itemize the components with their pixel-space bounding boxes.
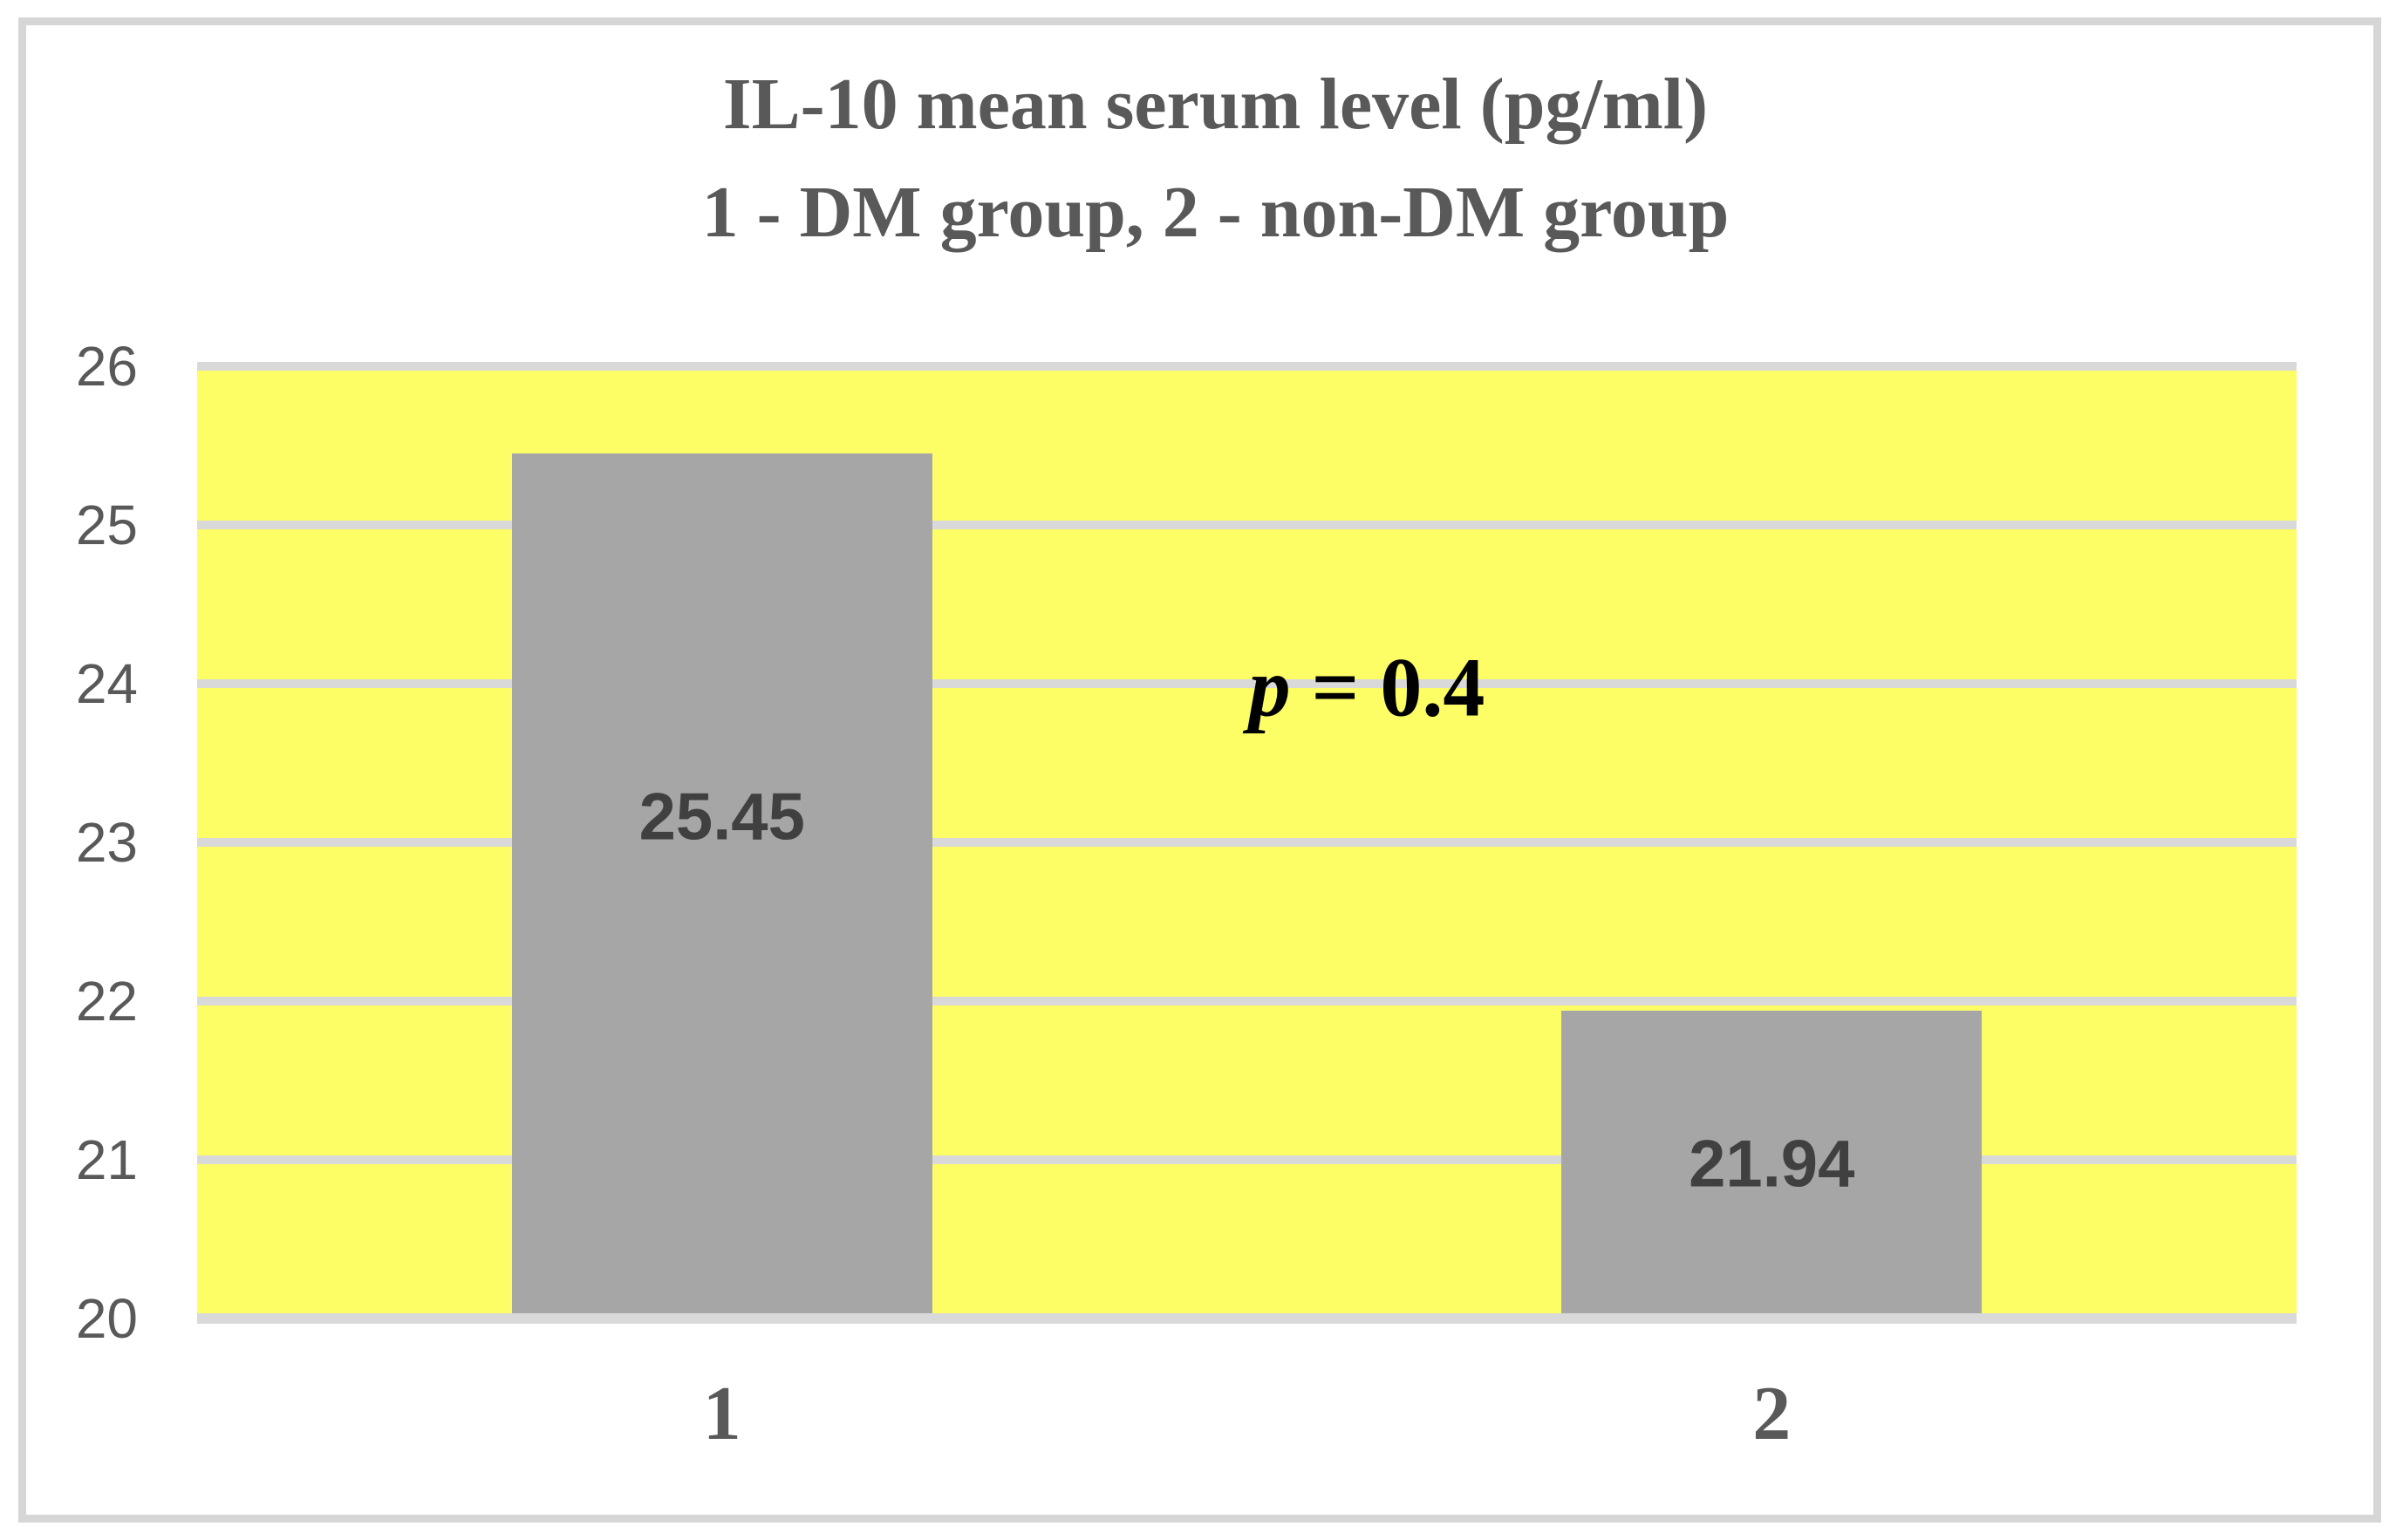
chart-title-line-1: IL-10 mean serum level (pg/ml)	[722, 64, 1709, 145]
gridline-y-24	[197, 679, 2297, 688]
p-value-annotation: p = 0.4	[1249, 639, 1485, 736]
y-tick-label-24: 24	[75, 652, 138, 715]
gridline-y-25	[197, 521, 2297, 529]
y-tick-label-20: 20	[75, 1287, 138, 1350]
plot-area: 25.45 21.94 p = 0.4	[197, 362, 2297, 1324]
x-category-label-2: 2	[1752, 1372, 1792, 1456]
x-category-label-1: 1	[702, 1372, 741, 1456]
chart-title-line-2: 1 - DM group, 2 - non-DM group	[701, 172, 1730, 254]
p-value-variable: p	[1248, 640, 1291, 734]
bar-value-label-1: 25.45	[638, 780, 805, 855]
y-tick-label-23: 23	[75, 811, 138, 874]
p-value-text: = 0.4	[1290, 640, 1485, 734]
y-tick-label-21: 21	[75, 1128, 138, 1191]
chart-title: IL-10 mean serum level (pg/ml) 1 - DM gr…	[35, 51, 2396, 268]
y-tick-label-26: 26	[75, 335, 138, 398]
y-tick-label-25: 25	[75, 494, 138, 556]
y-tick-label-22: 22	[75, 970, 138, 1032]
bar-1	[511, 453, 932, 1319]
gridline-y-21	[197, 1155, 2297, 1164]
bar-value-label-2: 21.94	[1689, 1127, 1855, 1202]
gridline-y-23	[197, 838, 2297, 847]
gridline-y-22	[197, 997, 2297, 1005]
bar-2	[1561, 1010, 1983, 1319]
gridline-y-26	[197, 362, 2297, 371]
x-axis-line	[197, 1313, 2297, 1324]
